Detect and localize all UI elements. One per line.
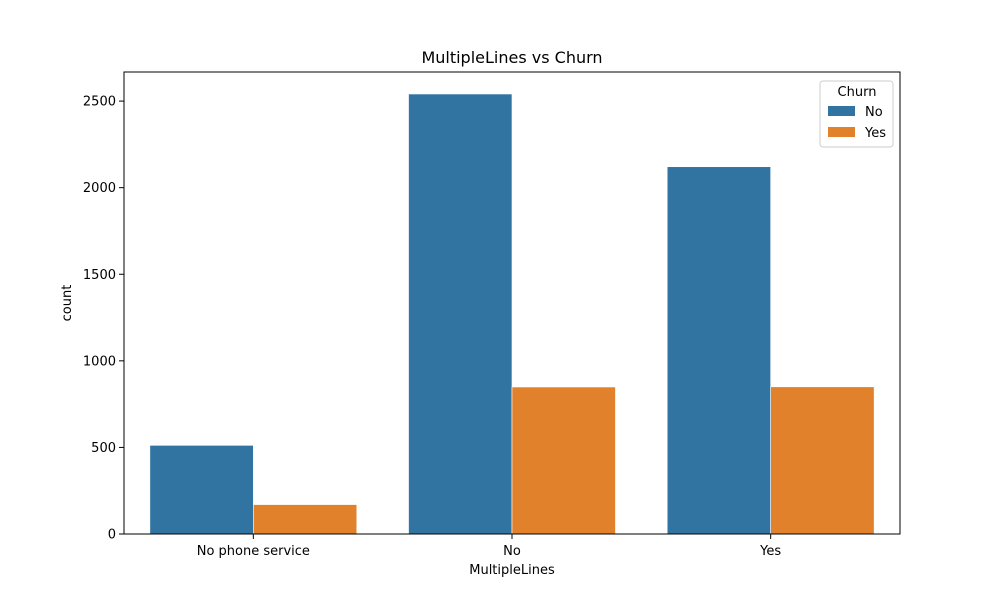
x-axis-label: MultipleLines <box>469 563 555 578</box>
legend-swatch-no <box>828 106 855 116</box>
y-tick-label: 1500 <box>83 268 116 283</box>
plot-frame <box>123 71 901 535</box>
y-tick-label: 0 <box>108 528 116 543</box>
x-tick-label: No <box>503 544 521 559</box>
legend-swatch-yes <box>828 127 855 137</box>
bar-yes-0 <box>253 504 358 535</box>
bar-yes-1 <box>511 386 616 535</box>
y-tick-label: 2500 <box>83 95 116 110</box>
x-tick-label: No phone service <box>197 544 310 559</box>
bar-yes-2 <box>770 386 875 535</box>
bar-no-1 <box>408 93 513 535</box>
legend-items: No Yes <box>828 105 886 141</box>
y-axis-label: count <box>60 285 75 322</box>
y-tick-label: 2000 <box>83 181 116 196</box>
x-axis: No phone service No Yes <box>197 534 781 559</box>
legend-label-yes: Yes <box>864 126 886 141</box>
legend-title: Churn <box>838 85 877 100</box>
legend-label-no: No <box>865 105 883 120</box>
x-tick-label: Yes <box>759 544 781 559</box>
y-tick-label: 500 <box>91 441 116 456</box>
bar-no-2 <box>666 166 771 535</box>
chart-title: MultipleLines vs Churn <box>421 48 602 67</box>
y-tick-label: 1000 <box>83 354 116 369</box>
bars-group <box>149 93 875 535</box>
legend: Churn No Yes <box>819 80 894 148</box>
y-axis: 0 500 1000 1500 2000 2500 <box>83 95 124 543</box>
bar-no-0 <box>149 445 254 535</box>
